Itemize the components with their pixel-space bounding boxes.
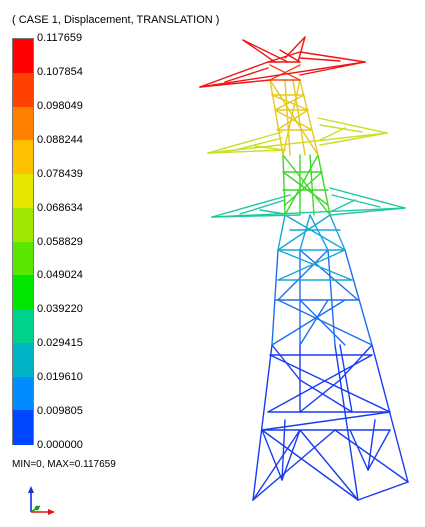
legend-band [13, 207, 33, 242]
legend-tick-label: 0.039220 [37, 303, 83, 316]
tower-lower-crossarm [211, 187, 406, 218]
tower-lower-body [271, 249, 373, 346]
legend-band [13, 174, 33, 209]
tower-top-crossarm [199, 36, 366, 88]
legend-tick-label: 0.107854 [37, 65, 83, 78]
legend-tick-label: 0.000000 [37, 439, 83, 451]
legend-tick-label: 0.009805 [37, 405, 83, 418]
legend-band [13, 241, 33, 276]
legend-band [13, 376, 33, 411]
legend-tick-label: 0.078439 [37, 167, 83, 180]
legend-band [13, 342, 33, 377]
tower-base [252, 344, 409, 501]
legend-tick-label: 0.088244 [37, 133, 83, 146]
legend-band [13, 39, 33, 74]
z-axis-icon [28, 486, 34, 512]
y-axis-icon [30, 505, 41, 513]
min-max-label: MIN=0, MAX=0.117659 [12, 459, 116, 470]
tower-top-body [269, 79, 319, 156]
x-axis-icon [31, 509, 55, 515]
legend-tick-label: 0.049024 [37, 269, 83, 282]
legend-band [13, 309, 33, 344]
legend-band [13, 72, 33, 107]
legend-tick-label: 0.058829 [37, 235, 83, 248]
legend-band [13, 140, 33, 175]
tower-upper-body [282, 154, 331, 216]
legend-tick-label: 0.098049 [37, 99, 83, 112]
color-legend [12, 38, 34, 445]
tower-mid-body [277, 214, 353, 281]
legend-tick-label: 0.117659 [37, 32, 83, 44]
legend-tick-label: 0.019610 [37, 371, 83, 384]
result-title: ( CASE 1, Displacement, TRANSLATION ) [12, 14, 220, 26]
tower-top-crossarm-lower [269, 64, 301, 81]
tower-middle-crossarm [207, 117, 388, 154]
legend-tick-label: 0.068634 [37, 201, 83, 214]
legend-tick-label: 0.029415 [37, 337, 83, 350]
legend-band [13, 106, 33, 141]
legend-band [13, 410, 33, 445]
legend-band [13, 275, 33, 310]
